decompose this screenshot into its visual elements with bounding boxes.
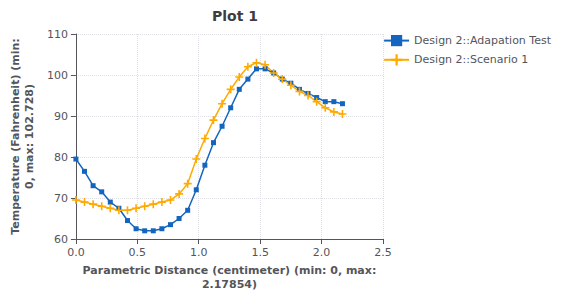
svg-text:0.0: 0.0 [67,246,85,259]
svg-text:2.17854): 2.17854) [202,278,257,291]
svg-text:Design 2::Scenario 1: Design 2::Scenario 1 [414,53,528,66]
svg-text:60: 60 [54,233,68,246]
svg-text:110: 110 [47,28,68,41]
svg-text:100: 100 [47,69,68,82]
svg-text:0.5: 0.5 [129,246,147,259]
svg-text:2.5: 2.5 [374,246,392,259]
svg-text:0, max: 102.728): 0, max: 102.728) [23,84,36,189]
svg-text:1.5: 1.5 [251,246,269,259]
svg-text:1.0: 1.0 [190,246,208,259]
svg-text:80: 80 [54,151,68,164]
svg-text:70: 70 [54,192,68,205]
svg-text:2.0: 2.0 [313,246,331,259]
svg-text:Plot 1: Plot 1 [212,8,258,24]
svg-text:90: 90 [54,110,68,123]
svg-text:Temperature (Fahrenheit) (min:: Temperature (Fahrenheit) (min: [9,38,22,235]
svg-text:Parametric Distance (centimete: Parametric Distance (centimeter) (min: 0… [83,264,377,277]
svg-text:Design 2::Adapation Test: Design 2::Adapation Test [414,34,552,47]
